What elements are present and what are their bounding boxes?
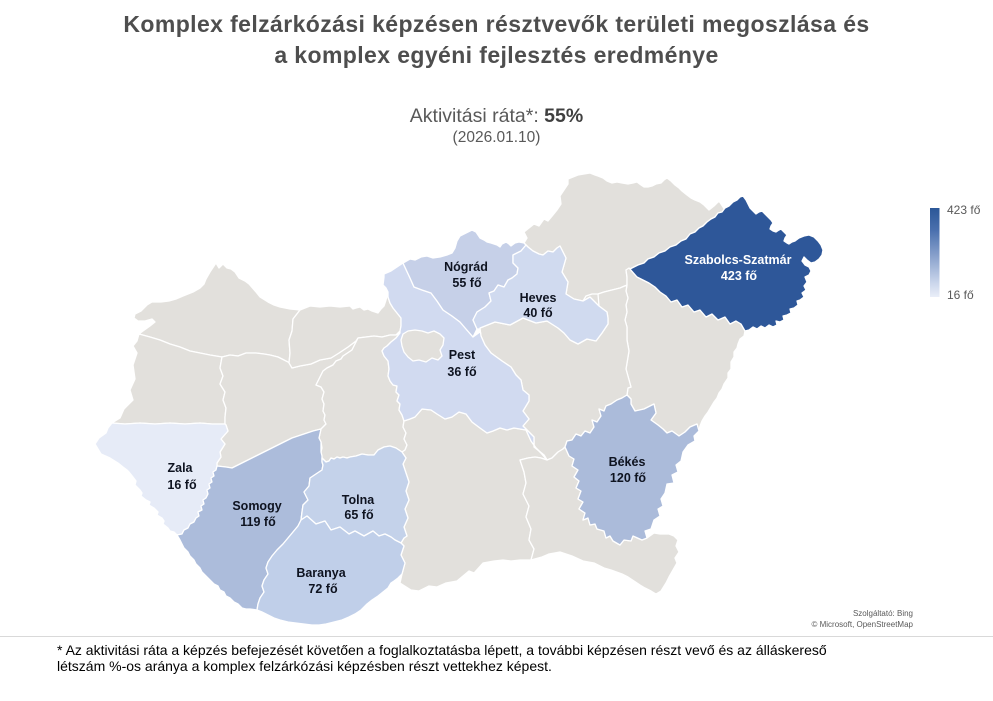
svg-text:Heves: Heves — [520, 291, 557, 305]
svg-text:Tolna: Tolna — [342, 493, 375, 507]
svg-text:55 fő: 55 fő — [452, 276, 482, 290]
svg-text:40 fő: 40 fő — [523, 306, 553, 320]
svg-text:Pest: Pest — [449, 348, 476, 362]
svg-text:120 fő: 120 fő — [610, 471, 646, 485]
svg-text:16 fő: 16 fő — [167, 478, 197, 492]
svg-text:Nógrád: Nógrád — [444, 260, 488, 274]
svg-text:423 fő: 423 fő — [721, 269, 757, 283]
svg-text:36 fő: 36 fő — [447, 365, 477, 379]
svg-text:Somogy: Somogy — [232, 499, 281, 513]
svg-text:423 fő: 423 fő — [947, 203, 981, 217]
svg-text:Zala: Zala — [167, 461, 193, 475]
svg-text:Békés: Békés — [609, 455, 646, 469]
svg-text:65 fő: 65 fő — [344, 508, 374, 522]
svg-text:Baranya: Baranya — [296, 566, 346, 580]
svg-text:72 fő: 72 fő — [308, 582, 338, 596]
svg-text:16 fő: 16 fő — [947, 288, 974, 302]
svg-text:Szabolcs-Szatmár: Szabolcs-Szatmár — [685, 253, 792, 267]
svg-text:119 fő: 119 fő — [240, 515, 276, 529]
